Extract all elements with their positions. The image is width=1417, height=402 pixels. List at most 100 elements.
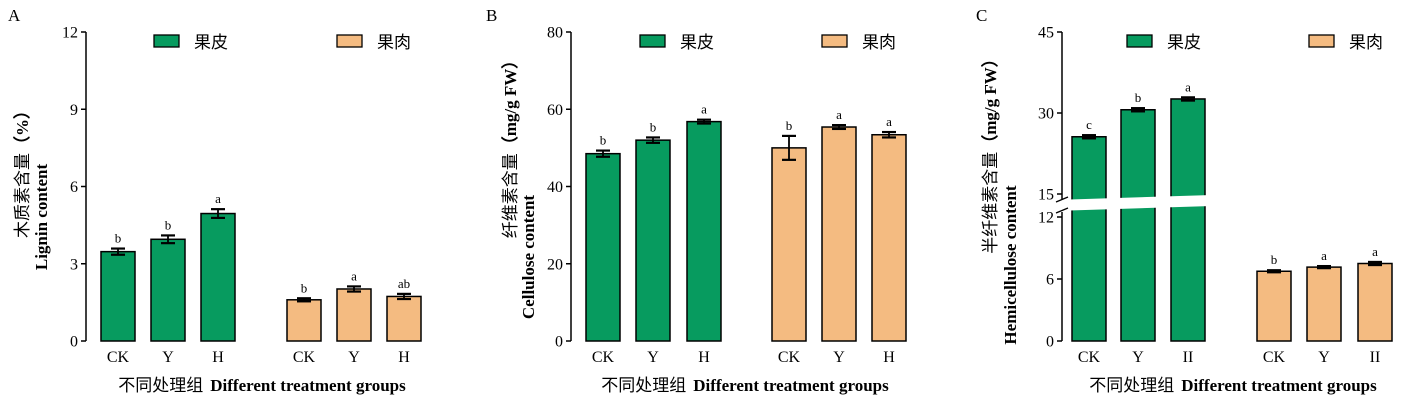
significance-letter: a — [215, 191, 221, 206]
y-tick-label: 40 — [547, 179, 563, 196]
legend-swatch — [153, 34, 180, 48]
error-bar — [297, 297, 311, 303]
y-tick-label: 12 — [62, 25, 78, 42]
x-axis-title: 不同处理组 Different treatment groups — [1089, 376, 1377, 395]
x-category-label: Y — [1318, 349, 1330, 366]
x-axis-title-zh: 不同处理组 — [1089, 376, 1174, 395]
x-axis-title-zh: 不同处理组 — [118, 376, 203, 395]
y-tick-label: 6 — [70, 179, 78, 196]
x-axis-title-en: Different treatment groups — [693, 376, 889, 395]
x-category-label: Y — [1132, 349, 1144, 366]
x-category-label: H — [398, 349, 410, 366]
significance-letter: a — [1372, 244, 1378, 259]
x-axis-title-zh: 不同处理组 — [601, 376, 686, 395]
bar — [635, 139, 671, 342]
error-bar — [697, 118, 711, 125]
significance-letter: a — [836, 107, 842, 122]
y-axis-title-line1: 半纤维素含量（mg/g FW） — [980, 50, 1000, 254]
legend-label: 果肉 — [377, 33, 411, 52]
y-tick-label: 3 — [70, 256, 78, 273]
legend-swatch — [639, 34, 666, 48]
significance-letter: b — [115, 231, 122, 246]
legend-swatch — [336, 34, 363, 48]
error-bar — [111, 247, 125, 256]
bar — [1120, 109, 1156, 342]
bar — [200, 212, 236, 342]
y-axis-title-line2: Hemicellulose content — [1001, 185, 1020, 344]
y-tick-label: 80 — [547, 25, 563, 42]
significance-letter: b — [165, 217, 172, 232]
error-bar — [1082, 134, 1096, 140]
significance-letter: c — [1086, 117, 1092, 132]
y-axis-title-line1: 纤维素含量（mg/g FW） — [500, 52, 520, 239]
legend-label: 果肉 — [862, 33, 896, 52]
legend-label: 果皮 — [194, 33, 228, 52]
y-tick-label: 15 — [1038, 187, 1054, 204]
legend-item: 果肉 — [821, 33, 896, 52]
x-category-label: H — [698, 349, 710, 366]
y-tick-label: 20 — [547, 256, 563, 273]
error-bar — [882, 130, 896, 139]
legend-item: 果肉 — [336, 33, 411, 52]
significance-letter: b — [1271, 252, 1278, 267]
y-tick-label: 60 — [547, 102, 563, 119]
significance-letter: b — [650, 119, 657, 134]
y-tick-label: 9 — [70, 102, 78, 119]
significance-letter: b — [786, 118, 793, 133]
x-category-label: Y — [348, 349, 360, 366]
axis-break-mark — [1055, 207, 1069, 214]
panel-label: B — [486, 6, 497, 25]
legend-item: 果皮 — [1126, 33, 1201, 52]
y-axis-title-unit: （mg/g FW） — [500, 52, 520, 154]
x-category-label: CK — [1078, 349, 1101, 366]
significance-letter: b — [301, 280, 308, 295]
x-axis-title: 不同处理组 Different treatment groups — [601, 376, 889, 395]
bar — [336, 288, 372, 342]
legend-swatch — [821, 34, 848, 48]
significance-letter: b — [600, 133, 607, 148]
x-category-label: H — [883, 349, 895, 366]
significance-letter: a — [351, 268, 357, 283]
error-bar — [211, 208, 225, 220]
significance-letter: a — [1321, 248, 1327, 263]
x-category-label: II — [1183, 349, 1194, 366]
x-category-label: CK — [778, 349, 801, 366]
y-axis-title-line1: 木质素含量（%） — [12, 102, 32, 238]
x-category-label: CK — [592, 349, 615, 366]
legend-label: 果皮 — [680, 33, 714, 52]
x-category-label: Y — [833, 349, 845, 366]
error-bar — [1267, 269, 1281, 274]
error-bar — [1131, 107, 1145, 113]
bar — [771, 147, 807, 342]
legend-item: 果皮 — [153, 33, 228, 52]
y-axis-title-zh: 木质素含量 — [13, 153, 32, 238]
bar — [286, 299, 322, 342]
significance-letter: ab — [398, 276, 410, 291]
panel-label: C — [976, 6, 987, 25]
y-axis-title-unit: （%） — [12, 102, 32, 153]
error-bar — [347, 285, 361, 293]
y-tick-label: 12 — [1038, 210, 1054, 227]
y-axis-title-line2: Cellulose content — [519, 195, 538, 320]
y-axis-title-line2: Lignin content — [32, 164, 51, 271]
y-tick-label: 30 — [1038, 106, 1054, 123]
x-category-label: CK — [107, 349, 130, 366]
x-axis-title: 不同处理组 Different treatment groups — [118, 376, 406, 395]
x-axis-title-en: Different treatment groups — [210, 376, 406, 395]
bar — [1256, 270, 1292, 342]
axis-break-mark — [1055, 196, 1069, 203]
error-bar — [832, 123, 846, 131]
x-category-label: Y — [647, 349, 659, 366]
significance-letter: a — [1185, 79, 1191, 94]
bar — [150, 238, 186, 342]
bar — [1170, 98, 1206, 342]
bar — [1306, 266, 1342, 342]
significance-letter: b — [1135, 90, 1142, 105]
legend-item: 果皮 — [639, 33, 714, 52]
y-axis-title-zh: 半纤维素含量 — [981, 152, 1000, 254]
error-bar — [1368, 260, 1382, 267]
bar — [686, 120, 722, 342]
legend-swatch — [1308, 34, 1335, 48]
bar — [585, 152, 621, 342]
